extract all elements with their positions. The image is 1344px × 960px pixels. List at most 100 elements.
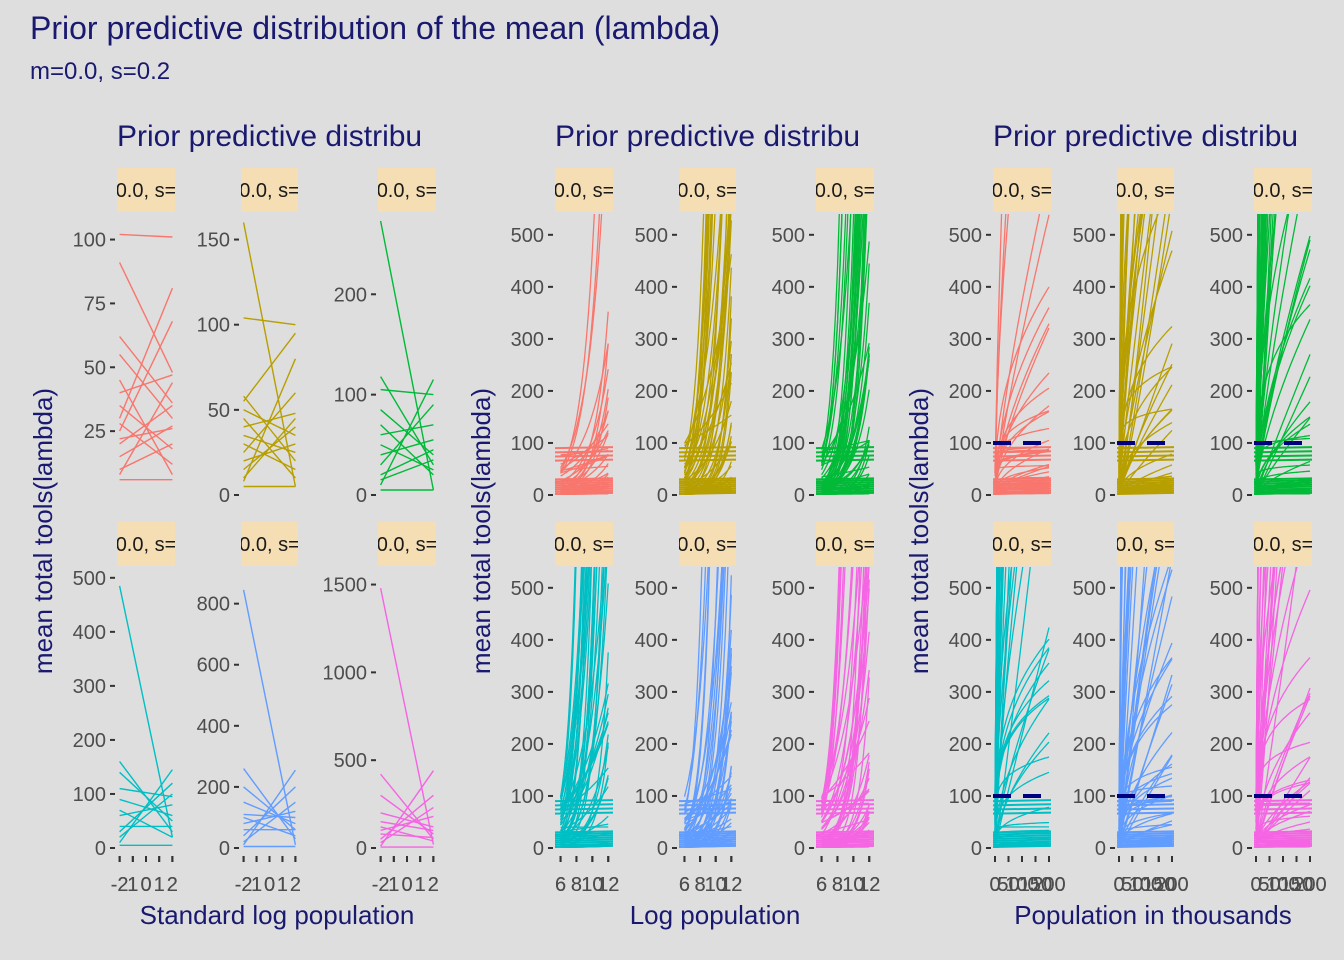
y-tick-label: 100	[1073, 786, 1106, 808]
series-line	[1255, 567, 1275, 842]
series-line	[683, 214, 707, 473]
facet-strip-label: 0.0, s=	[377, 180, 438, 202]
x-tick-label: 1	[415, 874, 426, 896]
series-line	[994, 214, 1007, 474]
series-line	[994, 286, 1050, 473]
y-tick-label: 400	[511, 630, 544, 652]
facet-strip-label: 0.0, s=	[992, 180, 1053, 202]
series-line	[555, 832, 613, 836]
series-line	[380, 459, 434, 481]
facet-strip	[241, 522, 298, 566]
chart-panel-1: Prior predictive distribu mean total tool…	[28, 120, 439, 930]
series-line	[821, 752, 870, 798]
series-line	[679, 811, 736, 815]
series-line	[380, 409, 434, 456]
series-line	[243, 813, 296, 819]
x-tick-label: 1	[277, 874, 288, 896]
y-tick-label: 50	[84, 357, 106, 379]
x-tick-label: 6	[816, 874, 827, 896]
series-line	[993, 491, 1051, 495]
series-line	[994, 647, 1050, 817]
series-line	[1254, 489, 1312, 493]
series-line	[816, 838, 874, 842]
x-tick-label: 0	[1250, 874, 1261, 896]
y-tick-label: 0	[971, 485, 982, 507]
series-line	[1255, 249, 1311, 491]
y-tick-label: 200	[73, 730, 106, 752]
x-tick-label: 100	[1005, 874, 1038, 896]
series-line	[1117, 836, 1174, 840]
x-tick-label: 8	[571, 874, 582, 896]
series-line	[1254, 479, 1312, 483]
series-line	[242, 589, 297, 846]
series-line	[816, 836, 874, 840]
series-line	[1118, 567, 1134, 842]
series-line	[820, 567, 854, 803]
series-line	[380, 439, 434, 456]
series-line	[1254, 834, 1312, 838]
y-tick-label: 400	[772, 630, 805, 652]
series-line	[1118, 214, 1130, 481]
facet-series	[1254, 567, 1312, 848]
series-line	[243, 395, 296, 462]
facet-strip	[993, 168, 1051, 212]
facet-strip	[993, 522, 1051, 566]
series-line	[559, 567, 576, 798]
series-line	[1117, 842, 1174, 846]
series-line	[993, 446, 1051, 450]
y-tick-label: 100	[772, 433, 805, 455]
panel-title: Prior predictive distribu	[117, 120, 422, 153]
series-line	[380, 404, 434, 466]
series-line	[994, 387, 1050, 477]
series-line	[679, 844, 736, 848]
x-tick-label: 8	[695, 874, 706, 896]
y-tick-label: 0	[356, 838, 367, 860]
facet-strip-label: 0.0, s=	[1115, 534, 1176, 556]
series-line	[816, 458, 874, 462]
series-line	[243, 412, 296, 428]
facet-strip-label: 0.0, s=	[992, 534, 1053, 556]
series-line	[1254, 836, 1312, 840]
series-line	[821, 214, 852, 486]
y-tick-label: 150	[197, 230, 230, 252]
y-tick-label: 300	[511, 329, 544, 351]
series-line	[993, 840, 1051, 844]
series-line	[816, 811, 874, 815]
series-line	[820, 214, 847, 463]
series-line	[555, 807, 613, 811]
y-tick-label: 100	[73, 784, 106, 806]
x-tick-label: 6	[679, 874, 690, 896]
y-tick-label: 100	[772, 786, 805, 808]
facet-strip	[117, 522, 175, 566]
facet-strip-label: 0.0, s=	[377, 534, 438, 556]
series-line	[1118, 214, 1144, 475]
x-tick-label: 1	[388, 874, 399, 896]
y-tick-label: 50	[208, 400, 230, 422]
series-line	[555, 836, 613, 840]
x-tick-label: 100	[1129, 874, 1162, 896]
facet-strip-label: 0.0, s=	[1115, 180, 1176, 202]
series-line	[560, 343, 609, 473]
y-tick-label: 500	[949, 225, 982, 247]
series-line	[1118, 704, 1173, 820]
series-line	[1118, 642, 1173, 841]
y-tick-label: 400	[635, 277, 668, 299]
x-tick-label: 6	[816, 874, 827, 896]
series-line	[555, 489, 613, 493]
series-line	[118, 320, 174, 432]
series-line	[994, 741, 1050, 843]
series-line	[994, 697, 1050, 808]
x-tick-label: 6	[679, 874, 690, 896]
x-tick-label: 150	[1280, 874, 1313, 896]
x-tick-label: 6	[555, 874, 566, 896]
series-line	[555, 485, 613, 489]
series-line	[559, 567, 583, 825]
series-line	[816, 454, 874, 458]
series-line	[380, 444, 434, 471]
series-line	[1255, 214, 1267, 490]
x-tick-label: 0	[989, 874, 1000, 896]
x-tick-label: 12	[858, 874, 880, 896]
